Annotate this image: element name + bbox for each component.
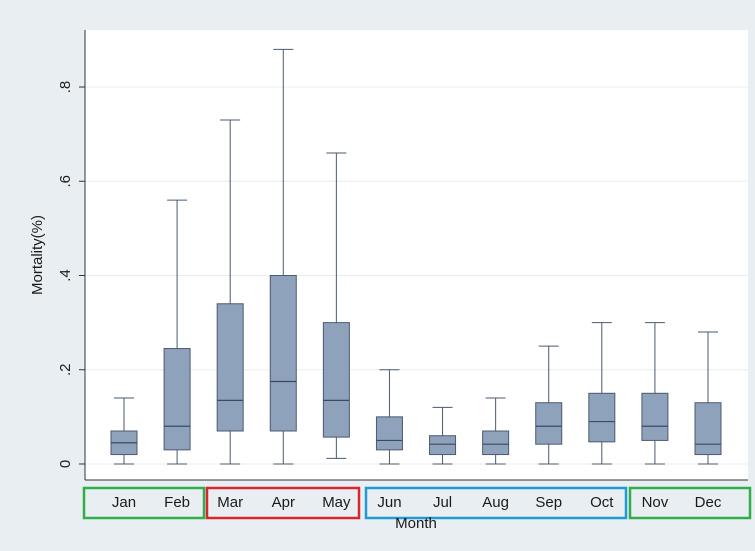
box	[482, 430, 510, 456]
x-tick-label: Jul	[433, 494, 452, 511]
x-tick-label: Feb	[164, 494, 190, 511]
box	[429, 435, 457, 456]
upper-whisker	[220, 119, 241, 304]
y-tick-label: 0	[57, 460, 74, 468]
lower-whisker	[485, 454, 506, 465]
plot-area	[85, 30, 748, 480]
upper-whisker	[167, 199, 188, 349]
upper-whisker	[379, 369, 400, 417]
y-tick-label: .2	[57, 363, 74, 376]
upper-whisker	[644, 322, 665, 394]
y-tick-label: .8	[57, 81, 74, 94]
lower-whisker	[273, 430, 294, 465]
y-tick-label: .6	[57, 175, 74, 188]
x-tick-label: Mar	[217, 494, 243, 511]
y-axis-title: Mortality(%)	[29, 215, 46, 295]
upper-whisker	[273, 48, 294, 276]
box	[641, 392, 669, 441]
lower-whisker	[591, 441, 612, 465]
box	[694, 402, 722, 456]
x-tick-label: Dec	[695, 494, 722, 511]
group-box	[82, 486, 206, 520]
x-tick-label: Jun	[377, 494, 401, 511]
box	[163, 348, 191, 451]
x-tick-label: May	[322, 494, 351, 511]
lower-whisker	[220, 430, 241, 465]
upper-whisker	[698, 331, 718, 403]
lower-whisker	[644, 440, 665, 465]
lower-whisker	[379, 449, 400, 465]
box	[588, 392, 616, 443]
box	[535, 402, 563, 445]
lower-whisker	[698, 454, 718, 465]
group-box	[364, 486, 628, 520]
box	[322, 322, 350, 438]
lower-whisker	[326, 437, 347, 459]
x-axis-title: Month	[395, 515, 437, 532]
upper-whisker	[114, 397, 134, 431]
x-tick-label: Sep	[535, 494, 562, 511]
lower-whisker	[167, 449, 188, 465]
x-tick-label: Oct	[590, 494, 614, 511]
group-box	[628, 486, 752, 520]
y-tick-label: .4	[57, 269, 74, 282]
lower-whisker	[432, 454, 453, 465]
x-tick-label: Nov	[642, 494, 669, 511]
x-tick-label: Aug	[482, 494, 509, 511]
x-tick-label: Apr	[272, 494, 295, 511]
box	[216, 303, 244, 432]
x-tick-label: Jan	[112, 494, 136, 511]
box	[375, 416, 403, 451]
upper-whisker	[538, 345, 559, 403]
upper-whisker	[326, 152, 347, 323]
upper-whisker	[432, 406, 453, 436]
upper-whisker	[591, 322, 612, 394]
upper-whisker	[485, 397, 506, 431]
lower-whisker	[114, 454, 134, 465]
box	[269, 274, 297, 432]
group-box	[205, 486, 361, 520]
lower-whisker	[538, 444, 559, 465]
